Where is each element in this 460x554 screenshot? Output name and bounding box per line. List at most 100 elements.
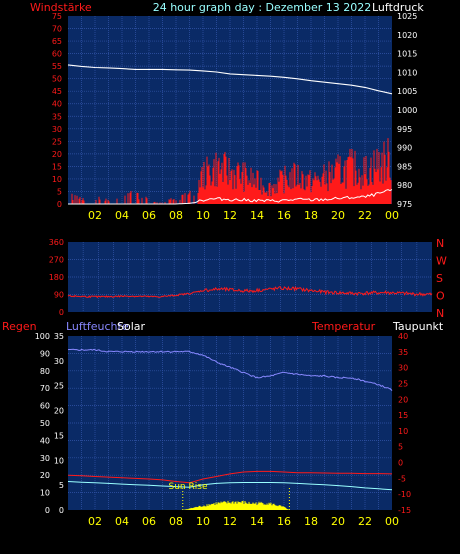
- regen-tick-label: 10: [40, 489, 50, 498]
- luftfeuchte-tick-label: 10: [54, 456, 64, 465]
- regen-tick-label: 100: [35, 332, 50, 341]
- right-tick-label: 1020: [397, 31, 417, 40]
- regen-label: Regen: [2, 320, 37, 333]
- luftfeuchte-tick-label: 35: [54, 332, 64, 341]
- temperatur-label: Temperatur: [311, 320, 376, 333]
- left-tick-label: 10: [52, 175, 62, 184]
- temperatur-tick-label: 0: [398, 459, 403, 468]
- x-tick-label: 18: [304, 515, 318, 528]
- x-tick-label: 04: [115, 515, 129, 528]
- regen-tick-label: 50: [40, 419, 50, 428]
- right-tick-label: 995: [397, 125, 412, 134]
- solar-label: Solar: [117, 320, 146, 333]
- wind-direction-grid: [68, 242, 432, 312]
- left-tick-label: 30: [52, 125, 62, 134]
- regen-tick-label: 20: [40, 471, 50, 480]
- direction-tick-label: 90: [54, 291, 64, 300]
- direction-tick-label: 270: [49, 256, 64, 265]
- luftfeuchte-tick-label: 20: [54, 407, 64, 416]
- taupunkt-label: Taupunkt: [392, 320, 444, 333]
- x-tick-label: 08: [169, 515, 183, 528]
- left-tick-label: 25: [52, 137, 62, 146]
- luftdruck-line: [67, 64, 393, 95]
- temperatur-tick-label: 15: [398, 411, 408, 420]
- luftfeuchte-tick-label: 25: [54, 382, 64, 391]
- temperatur-line: [67, 470, 393, 484]
- right-tick-label: 975: [397, 200, 412, 209]
- x-tick-label: 14: [250, 209, 264, 222]
- luftdruck-axis: 975 980 985 990 995 1000 1005 1010 1015 1020 1025: [397, 12, 417, 209]
- left-tick-label: 50: [52, 75, 62, 84]
- humidity-temperature-x-axis: 02 04 06 08 10 12 14 16 18 20 22 00: [88, 515, 399, 528]
- x-tick-label: 12: [223, 515, 237, 528]
- x-tick-label: 20: [331, 515, 345, 528]
- left-tick-label: 65: [52, 37, 62, 46]
- luftfeuchte-tick-label: 0: [59, 506, 64, 515]
- temperatur-tick-label: 10: [398, 427, 408, 436]
- x-tick-label: 02: [88, 209, 102, 222]
- luftfeuchte-tick-label: 15: [54, 431, 64, 440]
- direction-tick-label: 180: [49, 273, 64, 282]
- left-tick-label: 0: [57, 200, 62, 209]
- wind-pressure-series: [67, 64, 393, 205]
- x-tick-label: 22: [358, 209, 372, 222]
- right-tick-label: 990: [397, 144, 412, 153]
- windstaerke-label: Windstärke: [30, 1, 92, 14]
- direction-tick-label: 360: [49, 238, 64, 247]
- x-tick-label: 02: [88, 515, 102, 528]
- x-tick-label: 16: [277, 515, 291, 528]
- regen-tick-label: 80: [40, 367, 50, 376]
- x-tick-label: 10: [196, 515, 210, 528]
- direction-tick-label: 0: [59, 308, 64, 317]
- x-tick-label: 22: [358, 515, 372, 528]
- windstaerke-axis: 0 5 10 15 20 25 30 35 40 45 50 55 60 65 70 75: [52, 12, 62, 209]
- temperatur-tick-label: -5: [398, 474, 406, 483]
- temperatur-tick-label: 35: [398, 348, 408, 357]
- luftdruck-label: Luftdruck: [372, 1, 424, 14]
- x-tick-label: 12: [223, 209, 237, 222]
- x-tick-label: 06: [142, 209, 156, 222]
- right-tick-label: 1015: [397, 50, 417, 59]
- taupunkt-line: [67, 481, 393, 491]
- x-tick-label: 20: [331, 209, 345, 222]
- left-tick-label: 55: [52, 62, 62, 71]
- regen-tick-label: 60: [40, 402, 50, 411]
- wind-pressure-x-axis: 02 04 06 08 10 12 14 16 18 20 22 00: [88, 209, 399, 222]
- temperatur-tick-label: -15: [398, 506, 411, 515]
- regen-axis: 0 10 20 30 40 50 60 70 80 90 100: [35, 332, 50, 515]
- right-tick-label: 980: [397, 181, 412, 190]
- left-tick-label: 5: [57, 187, 62, 196]
- left-tick-label: 70: [52, 25, 62, 34]
- luftfeuchte-axis: 0 5 10 15 20 25 30 35: [54, 332, 64, 515]
- compass-label: N: [436, 307, 444, 320]
- wind-direction-series: [67, 285, 433, 299]
- compass-label: W: [436, 255, 447, 268]
- left-tick-label: 15: [52, 162, 62, 171]
- right-tick-label: 985: [397, 162, 412, 171]
- left-tick-label: 35: [52, 112, 62, 121]
- left-tick-label: 40: [52, 100, 62, 109]
- right-tick-label: 1005: [397, 87, 417, 96]
- x-tick-label: 00: [385, 209, 399, 222]
- x-tick-label: 10: [196, 209, 210, 222]
- wind-direction-line: [67, 285, 433, 299]
- compass-label: N: [436, 237, 444, 250]
- x-tick-label: 18: [304, 209, 318, 222]
- temperatur-axis: -15 -10 -5 0 5 10 15 20 25 30 35 40: [398, 332, 411, 515]
- x-tick-label: 14: [250, 515, 264, 528]
- luftfeuchte-tick-label: 5: [59, 481, 64, 490]
- compass-label: O: [436, 290, 445, 303]
- temperatur-tick-label: 30: [398, 364, 408, 373]
- temperatur-tick-label: 20: [398, 395, 408, 404]
- right-tick-label: 1025: [397, 12, 417, 21]
- chart-title: 24 hour graph day : Dezember 13 2022: [153, 1, 372, 14]
- regen-tick-label: 70: [40, 384, 50, 393]
- left-tick-label: 20: [52, 150, 62, 159]
- x-tick-label: 06: [142, 515, 156, 528]
- humidity-temperature-series: [67, 348, 393, 510]
